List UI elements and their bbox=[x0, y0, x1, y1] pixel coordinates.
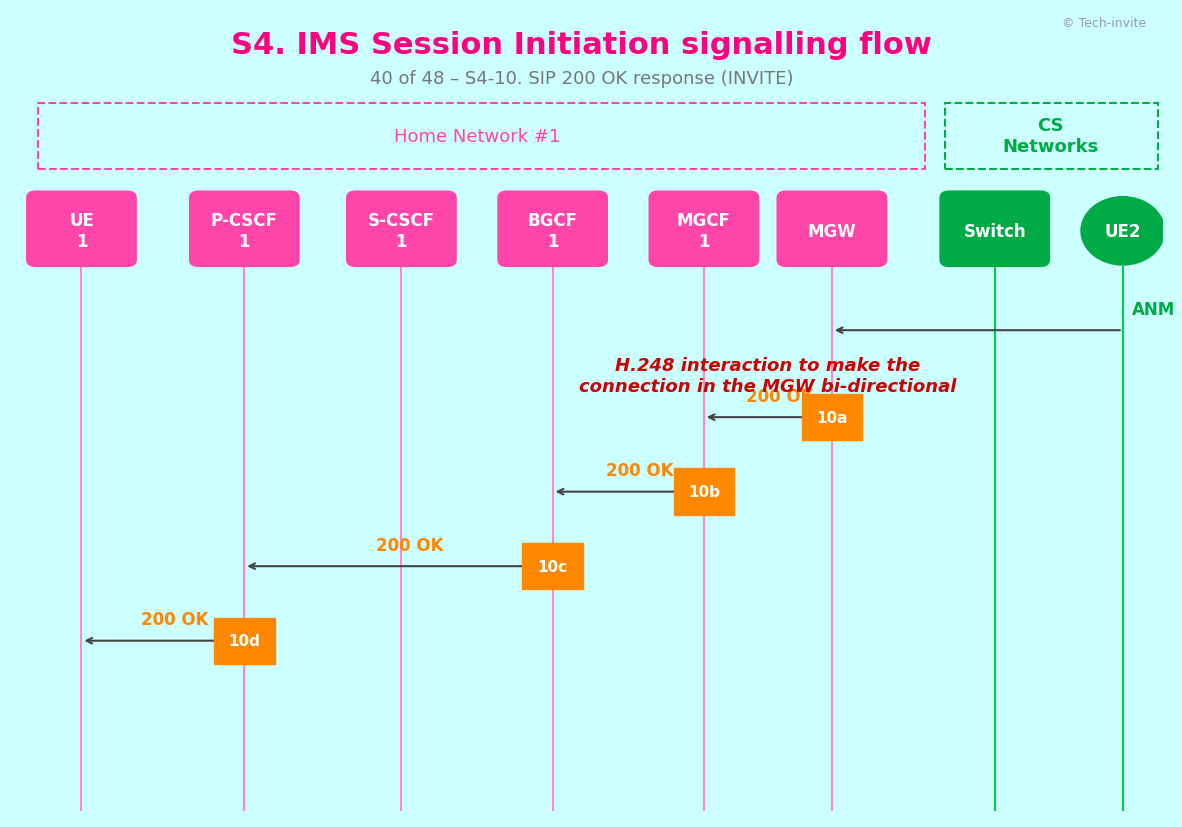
FancyBboxPatch shape bbox=[940, 192, 1050, 267]
Text: 10b: 10b bbox=[688, 485, 720, 500]
Text: H.248 interaction to make the
connection in the MGW bi-directional: H.248 interaction to make the connection… bbox=[579, 357, 956, 395]
FancyBboxPatch shape bbox=[214, 618, 274, 664]
Text: 200 OK: 200 OK bbox=[141, 610, 208, 629]
FancyBboxPatch shape bbox=[27, 192, 136, 267]
Text: UE
1: UE 1 bbox=[69, 213, 93, 251]
FancyBboxPatch shape bbox=[346, 192, 456, 267]
Text: UE2: UE2 bbox=[1104, 222, 1141, 241]
FancyBboxPatch shape bbox=[778, 192, 886, 267]
Ellipse shape bbox=[1082, 198, 1164, 265]
Text: Switch: Switch bbox=[963, 222, 1026, 241]
Text: 200 OK: 200 OK bbox=[606, 461, 674, 480]
Text: 10c: 10c bbox=[538, 559, 567, 574]
Text: 200 OK: 200 OK bbox=[376, 536, 444, 554]
Text: CS
Networks: CS Networks bbox=[1002, 117, 1099, 155]
FancyBboxPatch shape bbox=[674, 469, 734, 515]
Text: S-CSCF
1: S-CSCF 1 bbox=[368, 213, 435, 251]
Text: P-CSCF
1: P-CSCF 1 bbox=[210, 213, 278, 251]
Text: 40 of 48 – S4-10. SIP 200 OK response (INVITE): 40 of 48 – S4-10. SIP 200 OK response (I… bbox=[370, 69, 793, 88]
Text: MGCF
1: MGCF 1 bbox=[677, 213, 730, 251]
Text: BGCF
1: BGCF 1 bbox=[527, 213, 578, 251]
Text: © Tech-invite: © Tech-invite bbox=[1061, 17, 1147, 30]
FancyBboxPatch shape bbox=[522, 543, 583, 590]
Text: Home Network #1: Home Network #1 bbox=[394, 127, 560, 146]
Text: MGW: MGW bbox=[807, 222, 856, 241]
FancyBboxPatch shape bbox=[801, 394, 862, 441]
Text: 10a: 10a bbox=[816, 410, 847, 425]
Text: 200 OK: 200 OK bbox=[746, 387, 813, 405]
FancyBboxPatch shape bbox=[498, 192, 608, 267]
FancyBboxPatch shape bbox=[189, 192, 299, 267]
Text: 10d: 10d bbox=[228, 633, 260, 648]
Text: ANM: ANM bbox=[1132, 300, 1175, 318]
Text: S4. IMS Session Initiation signalling flow: S4. IMS Session Initiation signalling fl… bbox=[232, 31, 933, 60]
FancyBboxPatch shape bbox=[649, 192, 759, 267]
